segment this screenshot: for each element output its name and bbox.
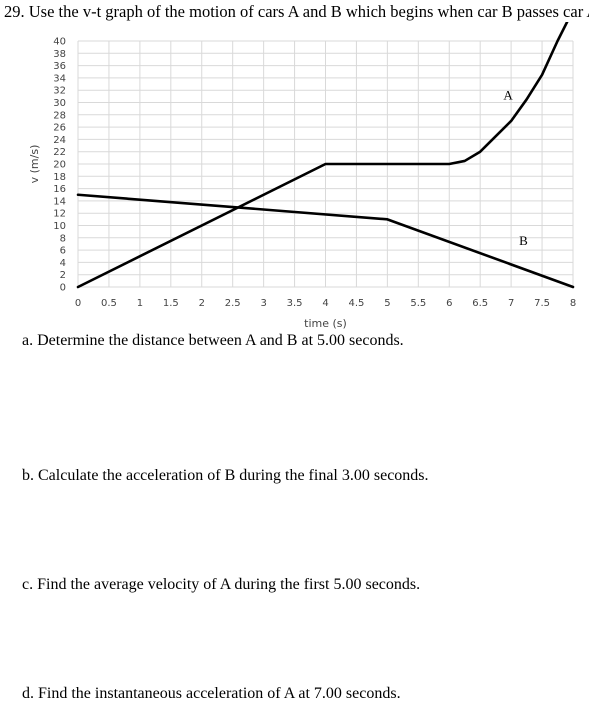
y-tick-label: 18 [53,172,66,183]
y-tick-label: 4 [60,258,66,269]
y-tick-label: 22 [53,147,66,158]
x-tick-label: 0 [75,298,81,309]
series-label-a: A [503,87,513,102]
y-tick-label: 38 [53,49,66,60]
question-prompt: 29. Use the v-t graph of the motion of c… [4,2,589,21]
y-tick-label: 2 [60,270,66,281]
x-tick-label: 0.5 [101,298,117,309]
y-tick-label: 16 [53,184,66,195]
x-tick-label: 7 [508,298,514,309]
part-d-question: d. Find the instantaneous acceleration o… [22,685,401,702]
y-tick-label: 28 [53,110,66,121]
part-c-question: c. Find the average velocity of A during… [22,576,421,593]
series-line-a [76,22,569,289]
x-tick-label: 3 [260,298,266,309]
x-tick-label: 6 [446,298,452,309]
y-tick-label: 8 [60,233,66,244]
y-tick-label: 6 [60,246,66,257]
series-lines [76,22,575,289]
x-tick-label: 3.5 [287,298,303,309]
series-labels: AB [503,87,528,248]
y-axis-title: v (m/s) [28,145,41,184]
x-tick-label: 7.5 [534,298,550,309]
velocity-time-chart: 0 0.5 1 1.5 2 2.5 3 3.5 4 4.5 5 5.5 6 6.5 7 7.5 8 024681… [28,22,576,330]
y-tick-label: 26 [53,123,66,134]
x-tick-label: 1 [137,298,143,309]
part-a-question: a. Determine the distance between A and … [22,332,404,349]
x-tick-label: 4.5 [348,298,364,309]
x-tick-label: 2.5 [225,298,241,309]
y-tick-label: 14 [53,196,66,207]
series-line-b [76,193,575,289]
grid [77,40,574,288]
y-tick-label: 36 [53,61,66,72]
x-tick-label: 8 [570,298,576,309]
y-tick-label: 30 [53,98,66,109]
series-label-b: B [519,233,528,248]
x-tick-label: 6.5 [472,298,488,309]
y-tick-label: 12 [53,209,66,220]
y-tick-label: 40 [53,37,66,48]
y-tick-label: 10 [53,221,66,232]
y-tick-label: 24 [53,135,66,146]
x-axis-title: time (s) [304,317,347,330]
x-tick-label: 5 [384,298,390,309]
x-tick-label: 4 [322,298,328,309]
x-tick-labels: 0 0.5 1 1.5 2 2.5 3 3.5 4 4.5 5 5.5 6 6.5 7 7.5 8 [75,298,576,309]
y-tick-label: 20 [53,160,66,171]
x-tick-label: 2 [199,298,205,309]
part-b-question: b. Calculate the acceleration of B durin… [22,467,429,484]
x-tick-label: 5.5 [410,298,426,309]
y-tick-label: 34 [53,73,66,84]
y-tick-label: 0 [60,283,66,294]
x-tick-label: 1.5 [163,298,179,309]
y-tick-label: 32 [53,86,66,97]
